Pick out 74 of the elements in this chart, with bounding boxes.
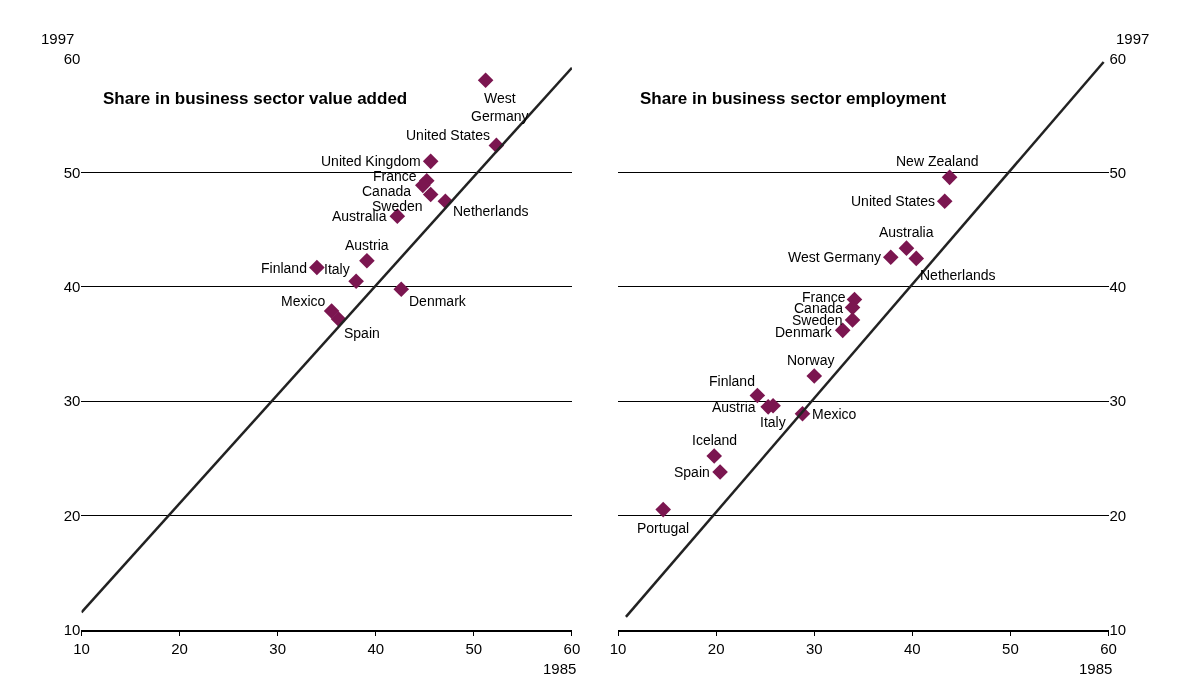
point: [422, 153, 439, 170]
annotation: Australia: [879, 224, 934, 240]
y-tick-label: 40: [63, 278, 81, 296]
point: [882, 249, 899, 266]
point: [323, 303, 340, 319]
point: [309, 259, 325, 276]
y-tick-label: 10: [1109, 620, 1127, 638]
point: [749, 387, 766, 404]
annotation: Canada: [362, 183, 412, 199]
x-tick-label: 50: [465, 640, 483, 658]
y-tick-label: 10: [63, 620, 81, 638]
annotation: France: [373, 168, 417, 184]
x-axis-title: 1985: [543, 660, 577, 677]
annotation: West Germany: [788, 249, 882, 265]
point: [655, 501, 671, 518]
x-tick-label: 20: [707, 640, 725, 658]
annotation: Denmark: [409, 293, 467, 309]
annotation: United States: [851, 193, 936, 209]
y-tick-label: 60: [1109, 49, 1127, 67]
point: [936, 193, 953, 210]
text: Share in business sector value added: [103, 89, 408, 108]
x-tick-label: 30: [269, 640, 286, 658]
annotation: Austria: [712, 399, 756, 415]
annotation: Spain: [344, 325, 380, 341]
point: [712, 464, 728, 480]
annotation: Italy: [760, 414, 786, 430]
point: [806, 368, 823, 384]
point: [941, 169, 958, 186]
x-tick-label: 40: [904, 640, 921, 658]
annotation: West Germany: [471, 90, 529, 125]
text: Share in business sector employment: [640, 89, 947, 108]
annotation: Iceland: [692, 432, 738, 448]
y-tick-label: 50: [63, 164, 81, 182]
x-tick-label: 40: [367, 640, 385, 658]
point: [898, 240, 915, 256]
y-tick-label: 60: [63, 49, 81, 67]
annotation: Netherlands: [453, 203, 529, 219]
annotation: Portugal: [637, 520, 690, 536]
annotation: New Zealand: [896, 153, 979, 169]
y-tick-label: 30: [63, 392, 81, 410]
point: [415, 177, 431, 194]
y-tick-label: 50: [1109, 164, 1127, 182]
point: [844, 312, 861, 328]
x-tick-label: 20: [171, 640, 188, 658]
annotation: Netherlands: [920, 267, 996, 283]
x-tick-label: 60: [563, 640, 581, 658]
x-tick-label: 50: [1002, 640, 1019, 658]
point: [477, 72, 494, 89]
annotation: Mexico: [281, 293, 326, 309]
annotation: Italy: [324, 261, 350, 277]
point: [706, 448, 723, 464]
y-tick-label: 20: [63, 506, 81, 524]
x-axis-title: 1985: [1079, 660, 1113, 677]
annotation: Austria: [345, 237, 389, 253]
point: [393, 281, 410, 298]
point: [422, 186, 439, 203]
x-tick-label: 30: [805, 640, 823, 658]
y-tick-label: 20: [1109, 506, 1127, 524]
annotation: Finland: [261, 260, 307, 276]
x-tick-label: 10: [609, 640, 627, 658]
annotation: Norway: [787, 352, 835, 368]
point: [348, 273, 364, 290]
annotation: Finland: [709, 373, 755, 389]
annotation: Spain: [674, 464, 710, 480]
annotation: Mexico: [812, 406, 857, 422]
annotation: United Kingdom: [321, 153, 421, 169]
y-axis-title: 1997: [41, 30, 75, 47]
y-tick-label: 30: [1109, 392, 1127, 410]
point: [359, 252, 375, 269]
annotation: United States: [406, 127, 491, 143]
point: [330, 311, 347, 327]
y-axis-title: 1997: [1116, 30, 1150, 47]
y-tick-label: 40: [1109, 278, 1127, 296]
point: [908, 250, 925, 267]
